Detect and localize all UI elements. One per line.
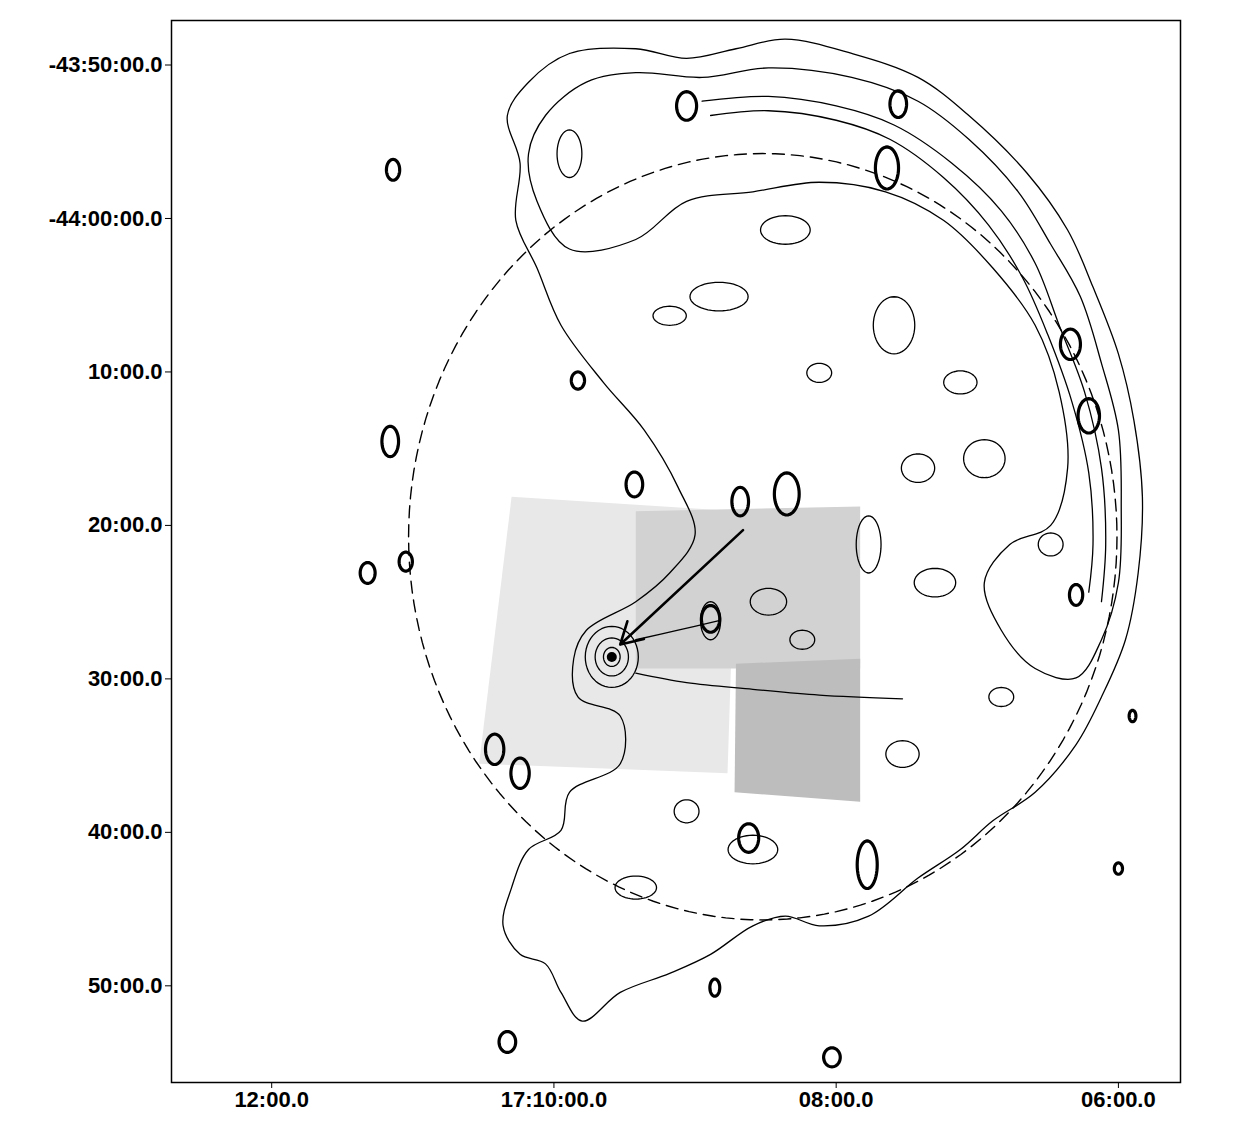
svg-text:17:10:00.0: 17:10:00.0: [501, 1087, 607, 1112]
svg-text:08:00.0: 08:00.0: [799, 1087, 874, 1112]
svg-text:50:00.0: 50:00.0: [88, 973, 163, 998]
svg-text:06:00.0: 06:00.0: [1081, 1087, 1156, 1112]
svg-text:10:00.0: 10:00.0: [88, 359, 163, 384]
svg-text:-43:50:00.0: -43:50:00.0: [49, 52, 163, 77]
svg-text:30:00.0: 30:00.0: [88, 666, 163, 691]
svg-text:12:00.0: 12:00.0: [234, 1087, 309, 1112]
svg-text:40:00.0: 40:00.0: [88, 819, 163, 844]
svg-text:-44:00:00.0: -44:00:00.0: [49, 206, 163, 231]
svg-text:20:00.0: 20:00.0: [88, 512, 163, 537]
